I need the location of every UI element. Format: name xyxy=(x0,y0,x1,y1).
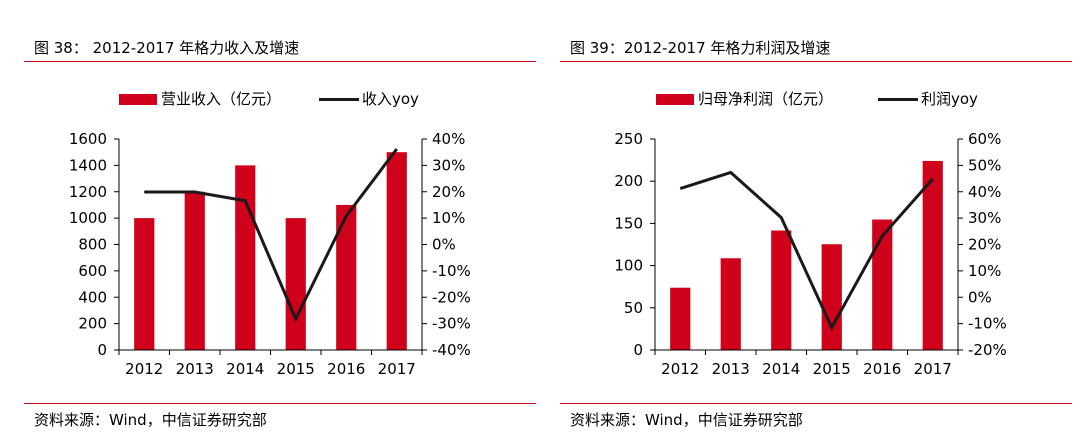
left-tick-label: 200 xyxy=(78,315,107,333)
source-rule xyxy=(560,403,1072,404)
bar-2016 xyxy=(336,204,357,350)
figure-title: 图 38： 2012-2017 年格力收入及增速 xyxy=(34,39,300,57)
bar-2012 xyxy=(134,218,155,350)
left-tick-label: 100 xyxy=(614,257,643,275)
left-tick-label: 200 xyxy=(614,172,643,190)
left-tick-label: 0 xyxy=(97,341,107,359)
right-tick-label: -30% xyxy=(432,315,471,333)
right-tick-label: 10% xyxy=(432,209,465,227)
figure-title: 图 39：2012-2017 年格力利润及增速 xyxy=(570,39,831,57)
left-tick-label: 1600 xyxy=(69,130,107,148)
x-tick-label: 2015 xyxy=(813,360,851,378)
right-tick-label: -20% xyxy=(432,288,471,306)
right-tick-label: 30% xyxy=(968,209,1001,227)
bar-2014 xyxy=(235,165,256,350)
bar-2015 xyxy=(285,218,306,350)
figure-source: 资料来源：Wind，中信证券研究部 xyxy=(34,411,267,429)
x-tick-label: 2014 xyxy=(762,360,800,378)
revenue-chart: 营业收入（亿元） 收入yoy 0 200 400 600 800 1000 1200 1400 16… xyxy=(69,90,471,378)
title-rule xyxy=(24,61,536,62)
legend-line-label: 利润yoy xyxy=(921,90,978,108)
x-tick-label: 2012 xyxy=(125,360,163,378)
right-tick-label: 40% xyxy=(968,183,1001,201)
left-tick-label: 600 xyxy=(78,262,107,280)
source-rule xyxy=(24,403,536,404)
right-tick-label: 20% xyxy=(432,183,465,201)
yoy-line xyxy=(144,148,398,323)
left-tick-label: 800 xyxy=(78,236,107,254)
left-tick-label: 1400 xyxy=(69,156,107,174)
right-tick-label: -40% xyxy=(432,341,471,359)
bar-2017 xyxy=(386,152,407,350)
x-tick-label: 2016 xyxy=(327,360,365,378)
legend-bar-swatch xyxy=(119,94,157,105)
x-tick-label: 2015 xyxy=(277,360,315,378)
right-tick-label: -20% xyxy=(968,341,1007,359)
bar-2013 xyxy=(184,191,205,350)
bar-2013 xyxy=(720,258,741,350)
right-tick-label: 0% xyxy=(968,288,992,306)
bar-2014 xyxy=(771,230,792,350)
left-tick-label: 1000 xyxy=(69,209,107,227)
legend-bar-label: 营业收入（亿元） xyxy=(161,90,281,108)
right-tick-label: 10% xyxy=(968,262,1001,280)
figure-39-panel: 图 39：2012-2017 年格力利润及增速 归母净利润（亿元） 利润yoy 0 5… xyxy=(560,0,1072,444)
right-tick-label: -10% xyxy=(968,315,1007,333)
x-tick-label: 2016 xyxy=(863,360,901,378)
right-tick-label: 60% xyxy=(968,130,1001,148)
left-tick-label: 0 xyxy=(633,341,643,359)
title-rule xyxy=(560,61,1072,62)
legend-bar-label: 归母净利润（亿元） xyxy=(698,90,833,108)
x-tick-label: 2013 xyxy=(176,360,214,378)
left-tick-label: 1200 xyxy=(69,183,107,201)
bar-2015 xyxy=(821,244,842,350)
x-tick-label: 2012 xyxy=(661,360,699,378)
right-tick-label: 20% xyxy=(968,236,1001,254)
right-tick-label: -10% xyxy=(432,262,471,280)
yoy-line xyxy=(679,170,934,331)
profit-chart: 归母净利润（亿元） 利润yoy 0 50 100 150 200 250 -20% -10% 0% 1… xyxy=(614,90,1007,378)
left-tick-label: 400 xyxy=(78,288,107,306)
bar-2016 xyxy=(872,219,893,350)
right-tick-label: 40% xyxy=(432,130,465,148)
x-tick-label: 2013 xyxy=(712,360,750,378)
legend-bar-swatch xyxy=(656,94,694,105)
left-tick-label: 50 xyxy=(624,299,643,317)
bar-2012 xyxy=(670,287,691,350)
bar-2017 xyxy=(922,160,943,350)
figure-source: 资料来源：Wind，中信证券研究部 xyxy=(570,411,803,429)
right-tick-label: 50% xyxy=(968,156,1001,174)
left-tick-label: 250 xyxy=(614,130,643,148)
right-tick-label: 0% xyxy=(432,236,456,254)
x-tick-label: 2014 xyxy=(226,360,264,378)
legend-line-label: 收入yoy xyxy=(362,90,419,108)
x-tick-label: 2017 xyxy=(914,360,952,378)
figure-38-panel: 图 38： 2012-2017 年格力收入及增速 营业收入（亿元） 收入yoy 0 2… xyxy=(24,0,536,444)
left-tick-label: 150 xyxy=(614,214,643,232)
right-tick-label: 30% xyxy=(432,156,465,174)
x-tick-label: 2017 xyxy=(378,360,416,378)
